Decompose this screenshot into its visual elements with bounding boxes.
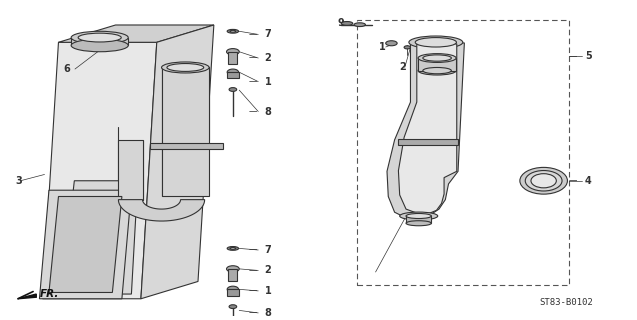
Ellipse shape <box>531 174 556 188</box>
Text: —: — <box>248 308 257 317</box>
Polygon shape <box>71 37 128 45</box>
Ellipse shape <box>409 36 463 49</box>
Polygon shape <box>62 181 138 294</box>
Ellipse shape <box>406 221 431 226</box>
Ellipse shape <box>78 33 121 42</box>
Polygon shape <box>18 294 36 299</box>
Polygon shape <box>406 216 431 223</box>
Polygon shape <box>227 289 239 296</box>
Polygon shape <box>141 25 214 299</box>
Text: —: — <box>248 53 257 62</box>
Text: FR.: FR. <box>39 289 59 299</box>
Text: —: — <box>248 286 257 295</box>
Ellipse shape <box>227 49 240 55</box>
Ellipse shape <box>71 39 128 52</box>
Text: ST83-B0102: ST83-B0102 <box>539 298 592 307</box>
Ellipse shape <box>227 29 239 33</box>
Text: —: — <box>248 30 257 39</box>
Text: —: — <box>569 52 577 61</box>
Polygon shape <box>418 58 456 71</box>
Ellipse shape <box>386 41 397 46</box>
Ellipse shape <box>418 54 456 62</box>
Text: 2: 2 <box>399 62 406 72</box>
Bar <box>357 20 569 284</box>
Polygon shape <box>162 68 209 196</box>
Text: 7: 7 <box>264 245 271 255</box>
Ellipse shape <box>227 266 240 272</box>
Ellipse shape <box>230 30 236 32</box>
Polygon shape <box>118 140 143 200</box>
Polygon shape <box>229 269 238 282</box>
Ellipse shape <box>229 305 237 308</box>
Polygon shape <box>150 143 224 149</box>
Text: —: — <box>248 245 257 254</box>
Polygon shape <box>387 43 464 219</box>
Polygon shape <box>227 72 239 78</box>
Ellipse shape <box>227 286 239 292</box>
Polygon shape <box>397 139 458 145</box>
Text: 2: 2 <box>264 266 271 276</box>
Text: —: — <box>569 176 577 185</box>
Polygon shape <box>229 52 238 64</box>
Text: —: — <box>248 266 257 275</box>
Text: 1: 1 <box>264 286 271 296</box>
Ellipse shape <box>418 66 456 75</box>
Text: 8: 8 <box>264 107 271 116</box>
Polygon shape <box>39 190 131 299</box>
Ellipse shape <box>423 68 452 74</box>
Ellipse shape <box>229 88 237 92</box>
Ellipse shape <box>162 62 209 73</box>
Ellipse shape <box>404 46 410 49</box>
Ellipse shape <box>167 64 204 71</box>
Ellipse shape <box>71 31 128 44</box>
Ellipse shape <box>399 212 438 220</box>
Polygon shape <box>59 25 214 42</box>
Polygon shape <box>43 42 157 299</box>
Polygon shape <box>118 200 204 221</box>
Text: 3: 3 <box>15 176 22 186</box>
Ellipse shape <box>354 23 366 27</box>
Text: —: — <box>248 77 257 86</box>
Text: 4: 4 <box>585 176 592 186</box>
Text: —: — <box>248 107 257 116</box>
Text: 8: 8 <box>264 308 271 318</box>
Text: 1: 1 <box>379 42 385 52</box>
Text: 1: 1 <box>264 76 271 87</box>
Text: 9: 9 <box>338 19 344 28</box>
Ellipse shape <box>520 167 568 194</box>
Polygon shape <box>398 44 457 214</box>
Ellipse shape <box>227 69 239 75</box>
Polygon shape <box>49 196 122 292</box>
Text: 5: 5 <box>585 52 592 61</box>
Ellipse shape <box>227 246 239 250</box>
Ellipse shape <box>406 213 431 219</box>
Text: 2: 2 <box>264 53 271 63</box>
Text: 6: 6 <box>63 64 70 74</box>
Ellipse shape <box>415 37 457 47</box>
Ellipse shape <box>423 55 452 61</box>
Text: 7: 7 <box>264 29 271 39</box>
Ellipse shape <box>341 21 353 25</box>
Ellipse shape <box>526 171 562 191</box>
Ellipse shape <box>230 247 236 249</box>
